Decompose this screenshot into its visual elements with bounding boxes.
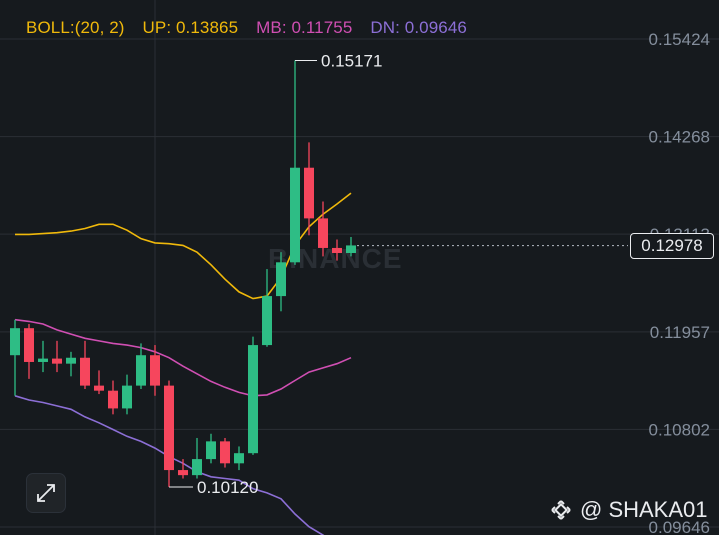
y-axis-tick-0: 0.15424: [649, 30, 710, 49]
candle-13: [192, 437, 202, 479]
candle-2: [38, 340, 48, 373]
candle-body-23: [332, 247, 342, 254]
candle-4: [66, 351, 76, 377]
y-axis-tick-3: 0.11957: [650, 323, 710, 342]
candle-18: [262, 269, 272, 347]
legend-up: UP: 0.13865: [142, 18, 239, 37]
price-axis: 0.154240.142680.131130.119570.108020.096…: [649, 30, 710, 535]
candle-9: [136, 343, 146, 389]
candle-3: [52, 340, 62, 373]
candle-body-1: [24, 328, 34, 362]
candle-body-13: [192, 459, 202, 476]
candle-6: [94, 370, 104, 395]
candle-16: [234, 446, 244, 471]
candle-body-21: [304, 167, 314, 219]
candle-body-24: [346, 245, 356, 254]
binance-diamond-icon: [551, 500, 571, 520]
candle-body-11: [164, 385, 174, 471]
binance-faint-logo: BINANCE: [268, 243, 403, 274]
y-axis-tick-1: 0.14268: [649, 128, 710, 147]
candle-12: [178, 459, 188, 479]
candle-body-7: [108, 390, 118, 409]
candle-body-8: [122, 385, 132, 409]
candle-body-5: [80, 357, 90, 386]
candles: [10, 60, 356, 487]
legend-mb: MB: 0.11755: [256, 18, 353, 37]
candle-20: [290, 60, 300, 265]
legend-indicator: BOLL:(20, 2): [26, 18, 125, 37]
watermark-handle: @ SHAKA01: [580, 497, 708, 522]
boll-mb-line: [14, 318, 352, 397]
candle-body-20: [290, 167, 300, 263]
candle-body-0: [10, 328, 20, 356]
candle-23: [332, 239, 342, 261]
candle-body-16: [234, 453, 244, 464]
candle-body-14: [206, 441, 216, 460]
candle-8: [122, 374, 132, 415]
current-price-tag: 0.12978: [630, 232, 714, 259]
candle-19: [276, 252, 286, 312]
candle-body-10: [150, 355, 160, 386]
bollinger-legend: BOLL:(20, 2) UP: 0.13865 MB: 0.11755 DN: 0.…: [26, 18, 485, 38]
y-axis-tick-4: 0.10802: [649, 420, 710, 439]
low-price-label: 0.10120: [197, 478, 258, 497]
candle-21: [304, 142, 314, 236]
candle-7: [108, 380, 118, 415]
candle-body-2: [38, 358, 48, 362]
candle-body-12: [178, 470, 188, 476]
candle-body-9: [136, 355, 146, 386]
candle-body-17: [248, 345, 258, 454]
candle-5: [80, 340, 90, 389]
legend-dn: DN: 0.09646: [370, 18, 467, 37]
candle-22: [318, 201, 328, 257]
candle-body-19: [276, 262, 286, 297]
candle-body-3: [52, 358, 62, 364]
expand-arrows-icon: [37, 484, 55, 502]
candle-body-18: [262, 296, 272, 346]
candle-10: [150, 345, 160, 396]
candle-24: [346, 236, 356, 257]
candle-body-4: [66, 357, 76, 364]
annotations: 0.15171 0.10120: [169, 51, 628, 497]
candle-body-22: [318, 218, 328, 248]
candle-1: [24, 323, 34, 379]
y-axis-tick-5: 0.09646: [649, 518, 710, 535]
expand-button[interactable]: [26, 473, 66, 513]
candle-14: [206, 433, 216, 464]
candle-body-15: [220, 441, 230, 464]
candle-15: [220, 437, 230, 468]
high-price-label: 0.15171: [321, 51, 382, 70]
watermark: @ SHAKA01: [548, 497, 708, 523]
candle-0: [10, 319, 20, 396]
candle-11: [164, 380, 174, 487]
candle-body-6: [94, 385, 104, 391]
candle-17: [248, 336, 258, 455]
